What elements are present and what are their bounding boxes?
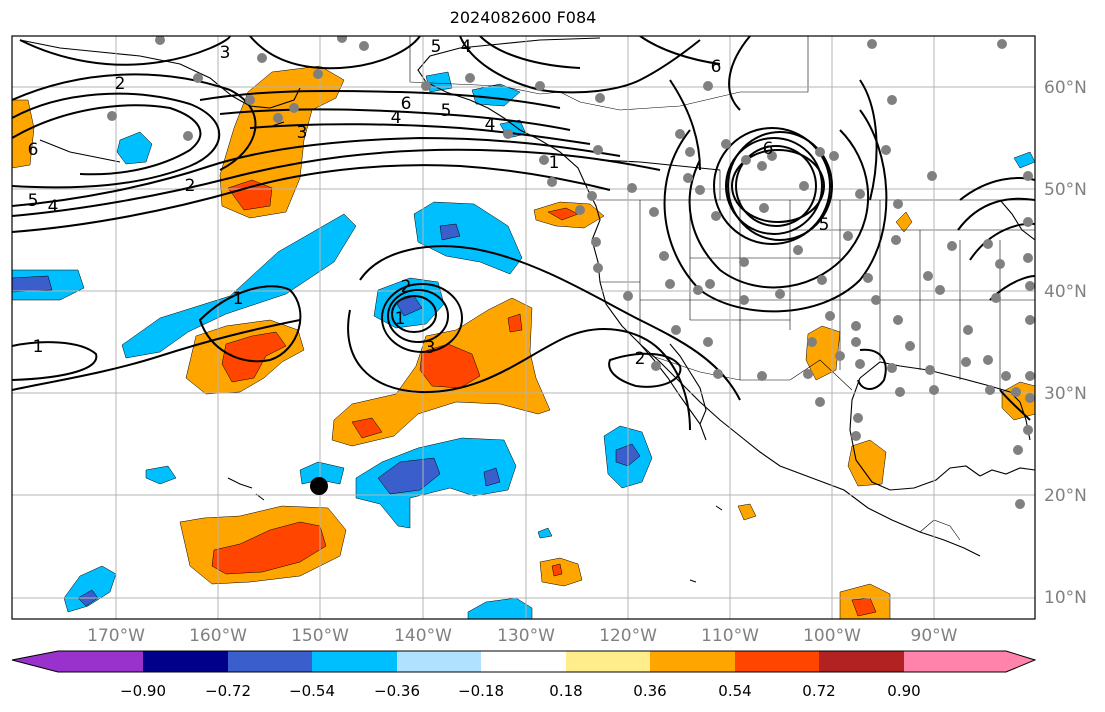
longitude-label: 120°W [599,626,657,646]
positive-anomaly-region [351,417,383,439]
negative-anomaly-region [355,437,517,529]
longitude-label: 90°W [910,626,958,646]
positive-anomaly-region [211,521,327,575]
colorbar-label: 0.72 [802,682,836,700]
colorbar-bin [481,651,566,672]
contour-label: 5 [441,101,452,121]
colorbar-label: 0.54 [718,682,752,700]
colorbar-bin [143,651,228,672]
positive-anomaly-region [419,343,481,389]
contour-label: 2 [635,349,646,369]
station-dots [107,36,1035,509]
colorbar-bin [397,651,481,672]
anomaly-shading [12,65,1035,619]
contour-lines [12,36,1035,431]
contour-label: 3 [297,123,308,143]
positive-anomaly-region [227,179,273,211]
latitude-label: 30°N [1044,384,1087,404]
colorbar-label: −0.54 [289,682,335,700]
contour-label: 2 [185,176,196,196]
latitude-label: 10°N [1044,588,1087,608]
marker-point [310,477,328,495]
negative-anomaly-region [537,527,553,539]
positive-anomaly-region [847,439,887,487]
contour-labels: 2 3 6 6 5 4 2 3 1 4 5 3 2 1 1 2 6 5 4 1 … [28,37,830,369]
negative-anomaly-region [116,131,153,165]
longitude-label: 100°W [803,626,861,646]
contour-label: 4 [461,37,472,57]
negative-anomaly-region [1013,151,1035,169]
longitude-label: 170°W [87,626,145,646]
contour-label: 4 [391,108,402,128]
longitude-label: 160°W [189,626,247,646]
contour-label: 1 [395,309,406,329]
colorbar-label: 0.18 [549,682,583,700]
negative-anomaly-region [467,597,533,619]
colorbar-extend-low [12,651,58,672]
contour-label: 1 [33,337,44,357]
map-title: 2024082600 F084 [449,8,597,27]
longitude-label: 140°W [394,626,452,646]
negative-anomaly-region [63,565,117,613]
positive-anomaly-region [507,313,523,333]
contour-label: 5 [28,191,39,211]
contour-label: 3 [220,43,231,63]
colorbar-outline [11,650,1037,673]
colorbar-bin [819,651,904,672]
longitude-label: 150°W [291,626,349,646]
contour-label: 3 [425,338,436,358]
contour-label: 6 [763,139,774,159]
contour-label: 4 [485,115,496,135]
contour-label: 6 [401,94,412,114]
colorbar-label: −0.18 [458,682,504,700]
colorbar-bin [735,651,819,672]
contour-label: 4 [48,197,59,217]
positive-anomaly-region [221,331,287,383]
colorbar-bin [58,651,143,672]
contour-label: 5 [819,215,830,235]
negative-anomaly-region [12,275,53,293]
positive-anomaly-region [12,99,35,169]
contour-label: 1 [549,153,560,173]
longitude-label: 110°W [701,626,759,646]
contour-label: 5 [431,37,442,57]
negative-anomaly-region [413,201,523,275]
colorbar-label: 0.36 [633,682,667,700]
colorbar-label: −0.90 [120,682,166,700]
latitude-label: 20°N [1044,486,1087,506]
colorbar-bin [650,651,735,672]
colorbar-label: −0.36 [374,682,420,700]
negative-anomaly-region [145,465,177,485]
colorbar-label: 0.90 [887,682,921,700]
negative-anomaly-region [121,213,357,359]
colorbar-bin [566,651,650,672]
contour-label: 2 [401,277,412,297]
colorbar-bin [312,651,397,672]
contour-label: 6 [28,140,39,160]
negative-anomaly-region [377,457,441,495]
colorbar-label: −0.72 [205,682,251,700]
positive-anomaly-region [851,597,877,617]
latitude-label: 40°N [1044,282,1087,302]
colorbar-bin [228,651,312,672]
colorbar-bin [904,651,1006,672]
negative-anomaly-region [439,223,461,241]
colorbar-extend-high [1006,651,1035,672]
latitude-label: 50°N [1044,180,1087,200]
longitude-label: 130°W [497,626,555,646]
contour-label: 1 [233,289,244,309]
negative-anomaly-region [299,461,345,485]
contour-label: 6 [711,57,722,77]
negative-anomaly-region [483,467,501,487]
contour-label: 2 [115,74,126,94]
colorbar [12,651,1035,672]
map-frame [11,35,1036,620]
positive-anomaly-region [895,211,913,233]
positive-anomaly-region [737,503,757,521]
negative-anomaly-region [395,295,423,317]
positive-anomaly-region [551,563,563,577]
latitude-label: 60°N [1044,78,1087,98]
